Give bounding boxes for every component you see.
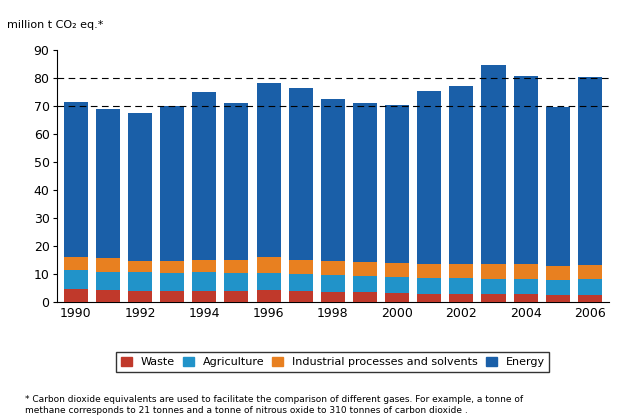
Bar bbox=[96, 290, 120, 302]
Bar bbox=[449, 278, 474, 294]
Bar bbox=[128, 272, 152, 290]
Bar bbox=[192, 260, 217, 272]
Bar bbox=[546, 266, 570, 280]
Bar bbox=[417, 264, 441, 278]
Bar bbox=[128, 261, 152, 272]
Bar bbox=[578, 265, 602, 279]
Bar bbox=[321, 261, 345, 275]
Bar bbox=[353, 103, 377, 262]
Bar bbox=[160, 273, 184, 290]
Bar bbox=[256, 290, 281, 302]
Bar bbox=[417, 91, 441, 264]
Bar bbox=[256, 83, 281, 257]
Bar bbox=[160, 106, 184, 261]
Bar bbox=[64, 289, 88, 302]
Bar bbox=[482, 294, 506, 302]
Text: million t CO₂ eq.*: million t CO₂ eq.* bbox=[7, 20, 103, 30]
Bar bbox=[482, 264, 506, 279]
Bar bbox=[417, 278, 441, 294]
Bar bbox=[289, 260, 313, 274]
Bar bbox=[514, 76, 538, 264]
Bar bbox=[64, 269, 88, 289]
Bar bbox=[64, 102, 88, 257]
Bar bbox=[482, 65, 506, 264]
Bar bbox=[192, 92, 217, 260]
Bar bbox=[353, 292, 377, 302]
Bar bbox=[385, 263, 409, 277]
Bar bbox=[128, 290, 152, 302]
Bar bbox=[321, 292, 345, 302]
Bar bbox=[385, 293, 409, 302]
Bar bbox=[128, 113, 152, 261]
Bar bbox=[256, 257, 281, 273]
Bar bbox=[289, 88, 313, 260]
Bar bbox=[385, 277, 409, 293]
Bar bbox=[224, 103, 249, 260]
Bar bbox=[578, 279, 602, 295]
Bar bbox=[160, 290, 184, 302]
Bar bbox=[514, 279, 538, 295]
Bar bbox=[578, 77, 602, 265]
Bar bbox=[192, 290, 217, 302]
Bar bbox=[385, 105, 409, 263]
Bar bbox=[449, 294, 474, 302]
Bar bbox=[256, 273, 281, 290]
Text: * Carbon dioxide equivalents are used to facilitate the comparison of different : * Carbon dioxide equivalents are used to… bbox=[25, 396, 523, 415]
Bar bbox=[353, 276, 377, 292]
Bar bbox=[96, 109, 120, 259]
Bar bbox=[321, 99, 345, 261]
Bar bbox=[449, 86, 474, 264]
Bar bbox=[160, 261, 184, 273]
Bar bbox=[514, 264, 538, 279]
Bar bbox=[546, 295, 570, 302]
Legend: Waste, Agriculture, Industrial processes and solvents, Energy: Waste, Agriculture, Industrial processes… bbox=[116, 352, 550, 372]
Bar bbox=[289, 274, 313, 291]
Bar bbox=[192, 272, 217, 290]
Bar bbox=[224, 260, 249, 273]
Bar bbox=[449, 264, 474, 278]
Bar bbox=[353, 262, 377, 276]
Bar bbox=[482, 279, 506, 294]
Bar bbox=[546, 280, 570, 295]
Bar bbox=[546, 107, 570, 266]
Bar bbox=[578, 295, 602, 302]
Bar bbox=[321, 275, 345, 292]
Bar bbox=[64, 257, 88, 269]
Bar bbox=[96, 272, 120, 290]
Bar bbox=[417, 294, 441, 302]
Bar bbox=[514, 295, 538, 302]
Bar bbox=[224, 291, 249, 302]
Bar bbox=[289, 291, 313, 302]
Bar bbox=[96, 259, 120, 272]
Bar bbox=[224, 273, 249, 291]
